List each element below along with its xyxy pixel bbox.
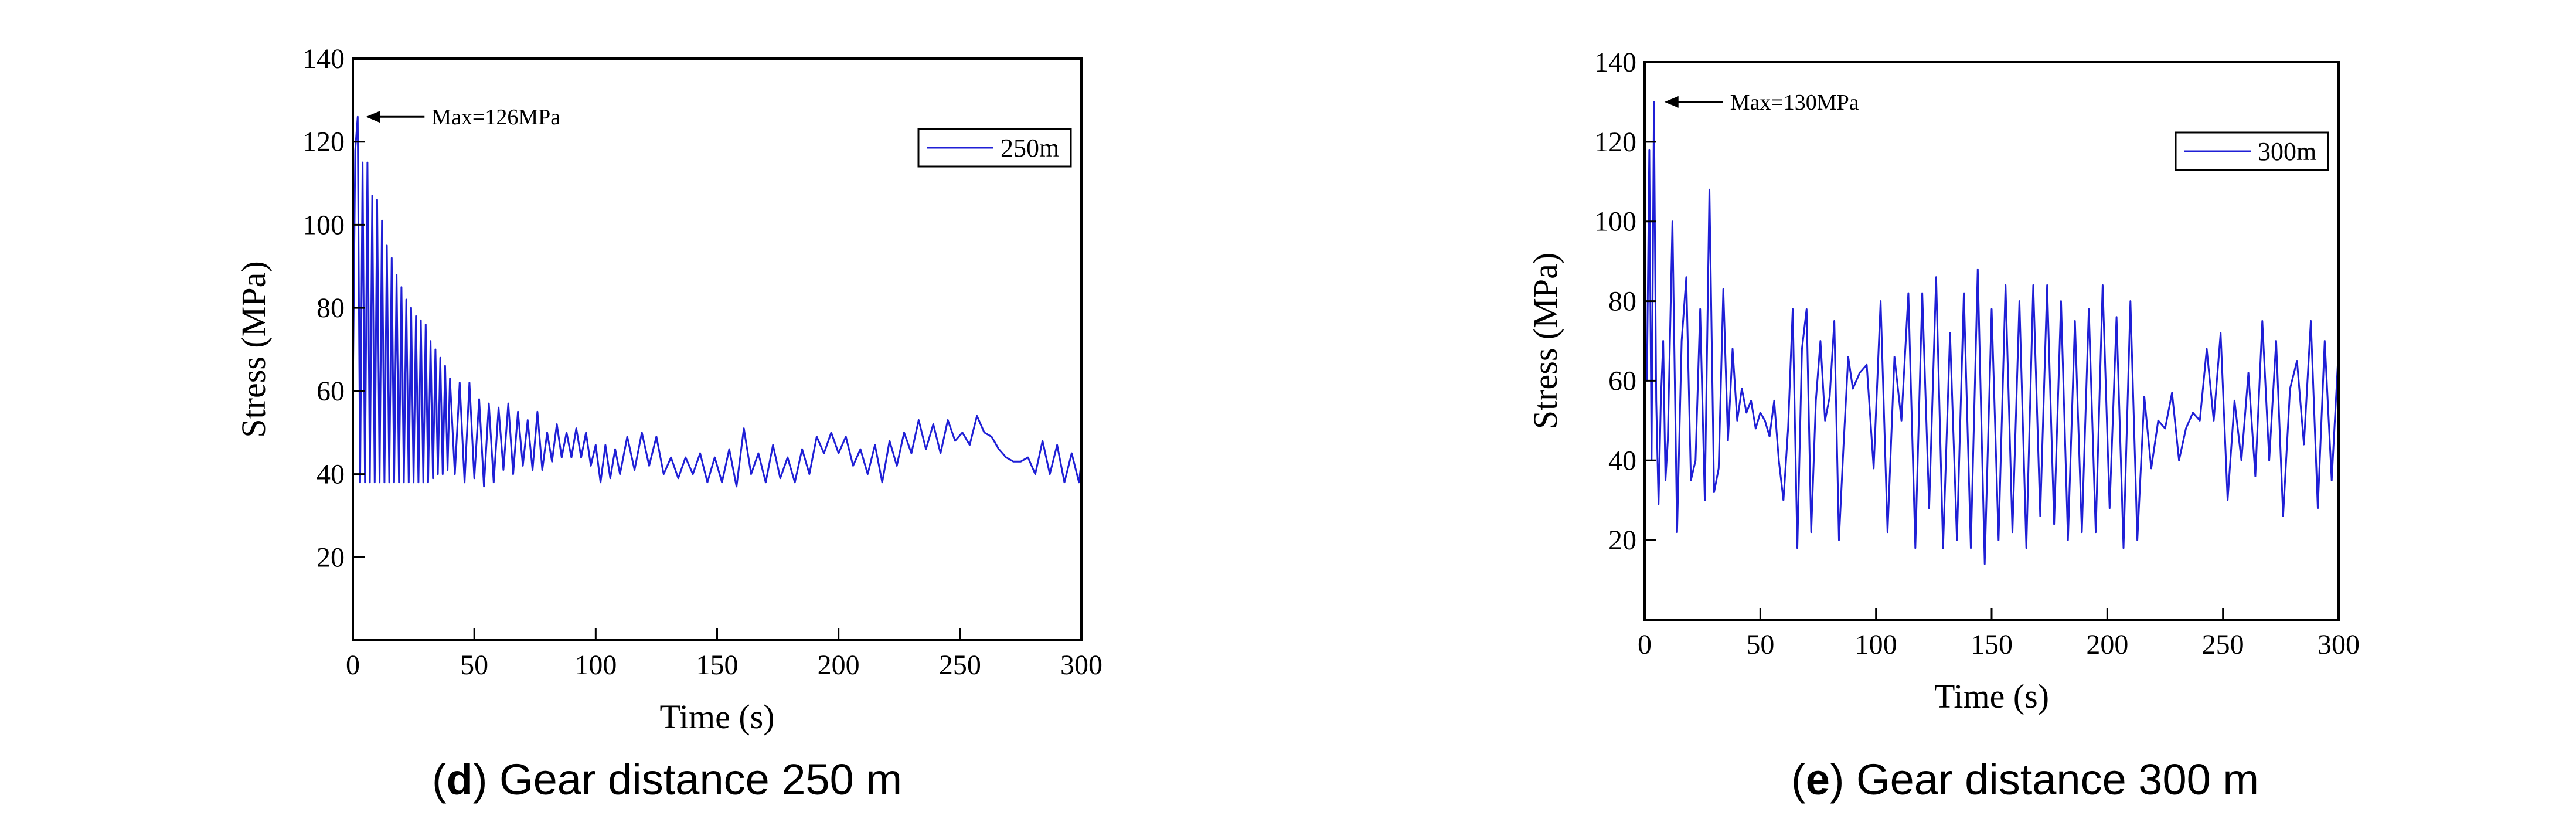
series-line-group-d: [352, 115, 1083, 488]
caption-e: (e) Gear distance 300 m: [1791, 755, 2259, 804]
caption-letter-d: d: [447, 755, 473, 804]
x-tick-label-e: 100: [1855, 629, 1897, 660]
x-tick-label-e: 0: [1638, 629, 1652, 660]
x-tick-label-d: 300: [1060, 650, 1102, 681]
legend-e: 300m: [2175, 131, 2329, 171]
legend-label-e: 300m: [2258, 137, 2316, 166]
legend-label-d: 250m: [1001, 134, 1059, 162]
axis-ticks-e: 0 50 100 150 200 250 300 20 40 60 80 100 120 140: [1594, 47, 2360, 660]
caption-letter-e: e: [1806, 755, 1830, 804]
x-axis-label-e: Time (s): [1934, 677, 2049, 715]
caption-open-d: (: [432, 755, 447, 804]
y-tick-label-d: 120: [302, 127, 345, 158]
caption-open-e: (: [1791, 755, 1806, 804]
x-tick-label-e: 250: [2202, 629, 2244, 660]
y-tick-label-e: 40: [1608, 445, 1636, 476]
annotation-text-e: Max=130MPa: [1730, 90, 1859, 115]
legend-d: 250m: [917, 128, 1072, 168]
x-tick-label-d: 250: [939, 650, 981, 681]
series-line-250m: [352, 115, 1083, 488]
y-tick-label-e: 60: [1608, 365, 1636, 396]
y-tick-label-e: 120: [1594, 127, 1636, 158]
y-tick-label-d: 40: [317, 459, 345, 490]
x-tick-label-e: 150: [1971, 629, 2013, 660]
max-annotation-e: Max=130MPa: [1664, 90, 1859, 115]
caption-text-e: ) Gear distance 300 m: [1830, 755, 2259, 804]
axis-ticks-d: 0 50 100 150 200 250 300 20 40 60 80 100 120 140: [302, 43, 1102, 681]
y-tick-label-d: 20: [317, 542, 345, 573]
y-tick-label-d: 100: [302, 209, 345, 240]
y-tick-label-d: 140: [302, 43, 345, 74]
x-tick-label-e: 200: [2086, 629, 2128, 660]
x-tick-label-e: 300: [2318, 629, 2360, 660]
annotation-text-d: Max=126MPa: [431, 105, 560, 130]
y-axis-label-d: Stress (MPa): [234, 261, 273, 437]
annotation-arrowhead-e: [1664, 96, 1679, 108]
caption-d: (d) Gear distance 250 m: [432, 755, 902, 804]
y-tick-label-d: 60: [317, 376, 345, 407]
x-tick-label-d: 50: [460, 650, 488, 681]
x-tick-label-d: 0: [346, 650, 360, 681]
y-tick-label-e: 140: [1594, 47, 1636, 78]
series-line-300m: [1643, 101, 2340, 565]
x-tick-label-e: 50: [1746, 629, 1774, 660]
y-axis-label-e: Stress (MPa): [1526, 253, 1564, 429]
x-tick-label-d: 100: [574, 650, 617, 681]
x-tick-label-d: 200: [818, 650, 860, 681]
x-axis-label-d: Time (s): [659, 698, 774, 736]
annotation-arrowhead-d: [366, 111, 380, 123]
y-tick-label-d: 80: [317, 293, 345, 324]
chart-panel-d: 0 50 100 150 200 250 300 20 40 60 80 100 120 140 Time…: [234, 43, 1102, 804]
x-tick-label-d: 150: [696, 650, 739, 681]
y-tick-label-e: 100: [1594, 206, 1636, 237]
y-tick-label-e: 80: [1608, 286, 1636, 317]
chart-panel-e: 0 50 100 150 200 250 300 20 40 60 80 100 120 140 Time…: [1526, 47, 2360, 804]
caption-text-d: ) Gear distance 250 m: [473, 755, 902, 804]
max-annotation-d: Max=126MPa: [366, 105, 560, 130]
y-tick-label-e: 20: [1608, 525, 1636, 556]
series-line-group-e: [1643, 101, 2340, 565]
